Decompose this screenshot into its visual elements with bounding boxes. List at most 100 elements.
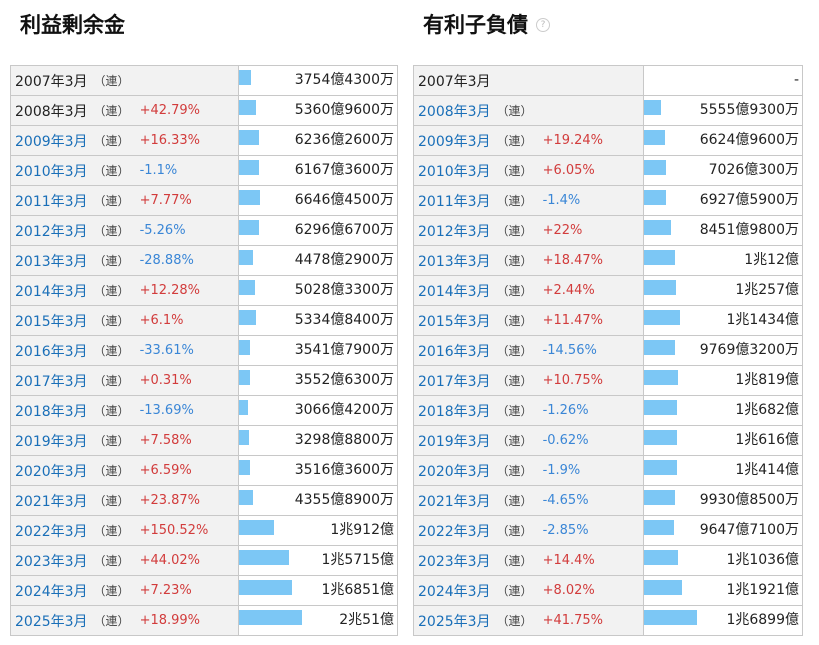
period-link[interactable]: 2017年3月 xyxy=(15,373,88,390)
consolidated-tag: （連） xyxy=(93,614,130,628)
consolidated-tag: （連） xyxy=(93,344,130,358)
period-link[interactable]: 2021年3月 xyxy=(15,493,88,510)
consolidated-tag: （連） xyxy=(93,224,130,238)
consolidated-tag: （連） xyxy=(93,374,130,388)
value-cell: 5555億9300万 xyxy=(644,96,802,125)
interest-bearing-debt-table: 2007年3月 - 2008年3月 （連） 5555億9300万 2009年3月 （連） +1… xyxy=(413,65,803,636)
consolidated-tag: （連） xyxy=(93,74,130,88)
row-label: 2010年3月 （連） +6.05% xyxy=(414,156,644,185)
change-percent: +22% xyxy=(542,223,583,238)
value-cell: 4478億2900万 xyxy=(239,246,397,275)
value-bar xyxy=(239,280,255,295)
value-bar xyxy=(239,100,256,115)
value-bar xyxy=(644,520,674,535)
row-label: 2019年3月 （連） +7.58% xyxy=(11,426,239,455)
period-link[interactable]: 2017年3月 xyxy=(418,373,491,390)
row-label: 2010年3月 （連） -1.1% xyxy=(11,156,239,185)
row-label: 2018年3月 （連） -13.69% xyxy=(11,396,239,425)
table-row: 2017年3月 （連） +0.31% 3552億6300万 xyxy=(11,366,397,396)
change-percent: +12.28% xyxy=(139,283,201,298)
value-cell: 1兆6851億 xyxy=(239,576,397,605)
consolidated-tag: （連） xyxy=(93,194,130,208)
period-link[interactable]: 2023年3月 xyxy=(15,553,88,570)
period-link[interactable]: 2010年3月 xyxy=(418,163,491,180)
period-link[interactable]: 2012年3月 xyxy=(418,223,491,240)
value-bar xyxy=(239,160,259,175)
table-row: 2011年3月 （連） -1.4% 6927億5900万 xyxy=(414,186,802,216)
table-row: 2016年3月 （連） -14.56% 9769億3200万 xyxy=(414,336,802,366)
change-percent: +41.75% xyxy=(542,613,604,628)
row-label: 2016年3月 （連） -33.61% xyxy=(11,336,239,365)
consolidated-tag: （連） xyxy=(93,584,130,598)
table-row: 2014年3月 （連） +2.44% 1兆257億 xyxy=(414,276,802,306)
retained-earnings-table: 2007年3月 （連） 3754億4300万 2008年3月 （連） +42.79% 536… xyxy=(10,65,398,636)
period-link[interactable]: 2015年3月 xyxy=(15,313,88,330)
period-link[interactable]: 2025年3月 xyxy=(15,613,88,630)
help-icon[interactable]: ? xyxy=(536,18,550,32)
amount-value: 1兆12億 xyxy=(744,252,799,268)
period-link[interactable]: 2009年3月 xyxy=(418,133,491,150)
amount-value: 1兆819億 xyxy=(735,372,799,388)
consolidated-tag: （連） xyxy=(496,404,533,418)
row-label: 2018年3月 （連） -1.26% xyxy=(414,396,644,425)
value-cell: 1兆682億 xyxy=(644,396,802,425)
period-link[interactable]: 2025年3月 xyxy=(418,613,491,630)
amount-value: 4478億2900万 xyxy=(294,252,394,268)
period-link[interactable]: 2023年3月 xyxy=(418,553,491,570)
period-link[interactable]: 2021年3月 xyxy=(418,493,491,510)
period-link[interactable]: 2016年3月 xyxy=(418,343,491,360)
period-link[interactable]: 2019年3月 xyxy=(15,433,88,450)
period-link[interactable]: 2024年3月 xyxy=(15,583,88,600)
row-label: 2024年3月 （連） +7.23% xyxy=(11,576,239,605)
period-link[interactable]: 2009年3月 xyxy=(15,133,88,150)
period-link[interactable]: 2024年3月 xyxy=(418,583,491,600)
value-cell: 3298億8800万 xyxy=(239,426,397,455)
table-row: 2024年3月 （連） +7.23% 1兆6851億 xyxy=(11,576,397,606)
period-link[interactable]: 2013年3月 xyxy=(418,253,491,270)
period-link[interactable]: 2012年3月 xyxy=(15,223,88,240)
value-bar xyxy=(644,280,676,295)
period-link[interactable]: 2008年3月 xyxy=(418,103,491,120)
table-row: 2018年3月 （連） -1.26% 1兆682億 xyxy=(414,396,802,426)
consolidated-tag: （連） xyxy=(496,314,533,328)
period-link[interactable]: 2010年3月 xyxy=(15,163,88,180)
period-link[interactable]: 2014年3月 xyxy=(418,283,491,300)
value-cell: 1兆819億 xyxy=(644,366,802,395)
period-link: 2007年3月 xyxy=(418,73,491,90)
panel-title: 有利子負債? xyxy=(413,0,803,65)
consolidated-tag: （連） xyxy=(496,524,533,538)
value-bar xyxy=(644,400,677,415)
value-cell: 1兆5715億 xyxy=(239,546,397,575)
value-bar xyxy=(644,610,697,625)
value-bar xyxy=(644,490,675,505)
period-link[interactable]: 2016年3月 xyxy=(15,343,88,360)
consolidated-tag: （連） xyxy=(93,404,130,418)
change-percent: +7.23% xyxy=(139,583,192,598)
period-link[interactable]: 2019年3月 xyxy=(418,433,491,450)
period-link[interactable]: 2014年3月 xyxy=(15,283,88,300)
period-link[interactable]: 2013年3月 xyxy=(15,253,88,270)
value-cell: 3066億4200万 xyxy=(239,396,397,425)
value-bar xyxy=(644,310,680,325)
consolidated-tag: （連） xyxy=(93,314,130,328)
value-cell: 9647億7100万 xyxy=(644,516,802,545)
period-link[interactable]: 2015年3月 xyxy=(418,313,491,330)
value-cell: 3754億4300万 xyxy=(239,66,397,95)
period-link[interactable]: 2011年3月 xyxy=(15,193,88,210)
period-link[interactable]: 2020年3月 xyxy=(15,463,88,480)
period-link[interactable]: 2022年3月 xyxy=(15,523,88,540)
value-bar xyxy=(239,220,259,235)
value-bar xyxy=(239,190,260,205)
value-cell: 1兆1434億 xyxy=(644,306,802,335)
table-row: 2007年3月 （連） 3754億4300万 xyxy=(11,66,397,96)
table-row: 2021年3月 （連） +23.87% 4355億8900万 xyxy=(11,486,397,516)
amount-value: 3552億6300万 xyxy=(294,372,394,388)
period-link[interactable]: 2020年3月 xyxy=(418,463,491,480)
period-link[interactable]: 2011年3月 xyxy=(418,193,491,210)
period-link[interactable]: 2018年3月 xyxy=(418,403,491,420)
period-link[interactable]: 2022年3月 xyxy=(418,523,491,540)
amount-value: 7026億300万 xyxy=(708,162,799,178)
period-link[interactable]: 2018年3月 xyxy=(15,403,88,420)
value-bar xyxy=(239,520,274,535)
amount-value: 1兆414億 xyxy=(735,462,799,478)
